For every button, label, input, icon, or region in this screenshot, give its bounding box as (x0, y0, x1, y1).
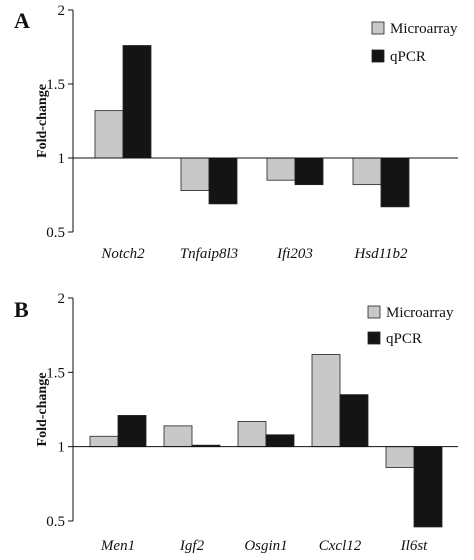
y-tick-label: 1 (58, 151, 66, 167)
y-tick-label: 1 (58, 440, 66, 456)
panel-letter: A (14, 8, 30, 33)
y-tick-label: 0.5 (46, 225, 65, 241)
bar-qpcr (339, 394, 369, 448)
legend-label-microarray: Microarray (390, 21, 458, 37)
y-axis-label: Fold-change (35, 373, 50, 447)
bar-microarray (89, 435, 119, 448)
category-label: Ifi203 (276, 246, 313, 262)
category-label: Men1 (100, 538, 135, 554)
bar-microarray (163, 425, 193, 448)
category-label: Tnfaip8l3 (180, 246, 238, 262)
category-label: Igf2 (179, 538, 205, 554)
bar-microarray (311, 354, 341, 448)
y-tick-label: 1.5 (46, 365, 65, 381)
bar-microarray (266, 157, 296, 181)
bar-qpcr (413, 446, 443, 528)
bar-qpcr (122, 45, 152, 159)
y-axis-label: Fold-change (35, 84, 50, 158)
bar-microarray (180, 157, 210, 191)
bar-qpcr (208, 157, 238, 205)
bar-microarray (385, 446, 415, 468)
y-tick-label: 2 (58, 3, 66, 19)
category-label: Hsd11b2 (353, 246, 408, 262)
panel-letter: B (14, 297, 29, 322)
legend-label-microarray: Microarray (386, 305, 454, 321)
legend-label-qpcr: qPCR (390, 49, 426, 65)
y-tick-label: 2 (58, 291, 66, 307)
bar-qpcr (117, 415, 147, 448)
legend-label-qpcr: qPCR (386, 331, 422, 347)
bar-qpcr (265, 434, 295, 448)
bar-qpcr (294, 157, 324, 186)
legend-swatch-qpcr (371, 49, 385, 63)
category-label: Osgin1 (244, 538, 287, 554)
bar-microarray (237, 420, 267, 448)
y-tick-label: 1.5 (46, 77, 65, 93)
category-label: Il6st (400, 538, 429, 554)
bar-microarray (352, 157, 382, 186)
legend-swatch-microarray (371, 21, 385, 35)
bar-microarray (94, 110, 124, 159)
legend-swatch-qpcr (367, 331, 381, 345)
bar-qpcr (380, 157, 410, 208)
category-label: Notch2 (100, 246, 145, 262)
legend-swatch-microarray (367, 305, 381, 319)
y-tick-label: 0.5 (46, 514, 65, 530)
category-label: Cxcl12 (319, 538, 362, 554)
